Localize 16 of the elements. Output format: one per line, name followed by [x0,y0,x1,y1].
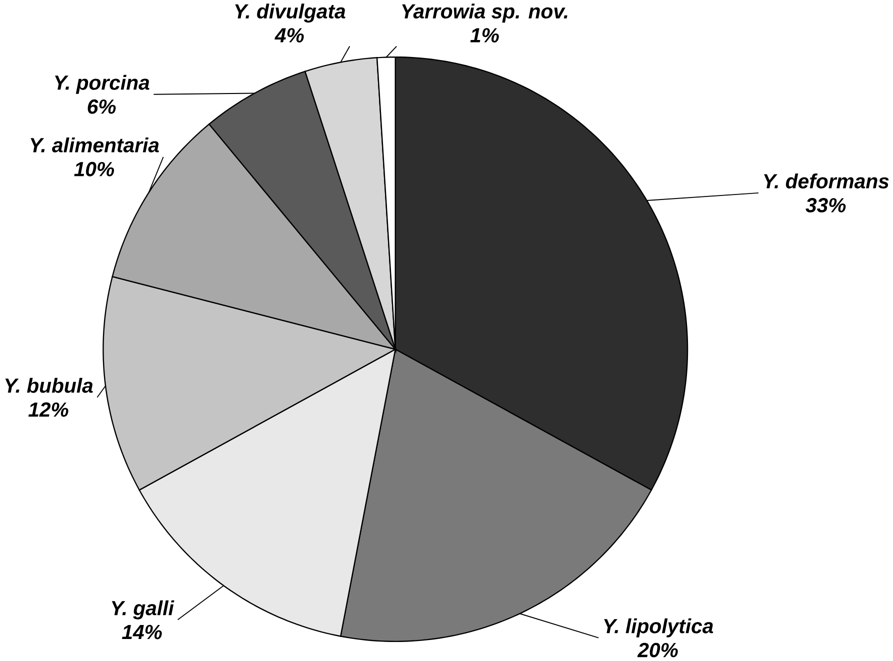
data-label: 6% [88,99,116,114]
slice-label: Y. galli [112,600,174,620]
data-label: 4% [274,28,304,43]
slice-label: Y. divulgata [235,4,346,23]
data-label: 33% [806,198,846,212]
slice-label: Yarrowia sp. nov. [402,4,568,23]
slice-label: Y. alimentaria [30,138,159,152]
data-label: 20% [637,642,678,658]
data-label: 12% [28,402,68,417]
slice-label: Y. bubula [5,378,93,393]
data-label: 14% [122,624,162,640]
slice-label: Y. deformans [764,174,889,189]
slice-label: Y. porcina [55,74,150,94]
data-label: 10% [74,162,114,176]
slice-label: Y. lipolytica [604,618,714,638]
data-label: 1% [470,28,499,43]
